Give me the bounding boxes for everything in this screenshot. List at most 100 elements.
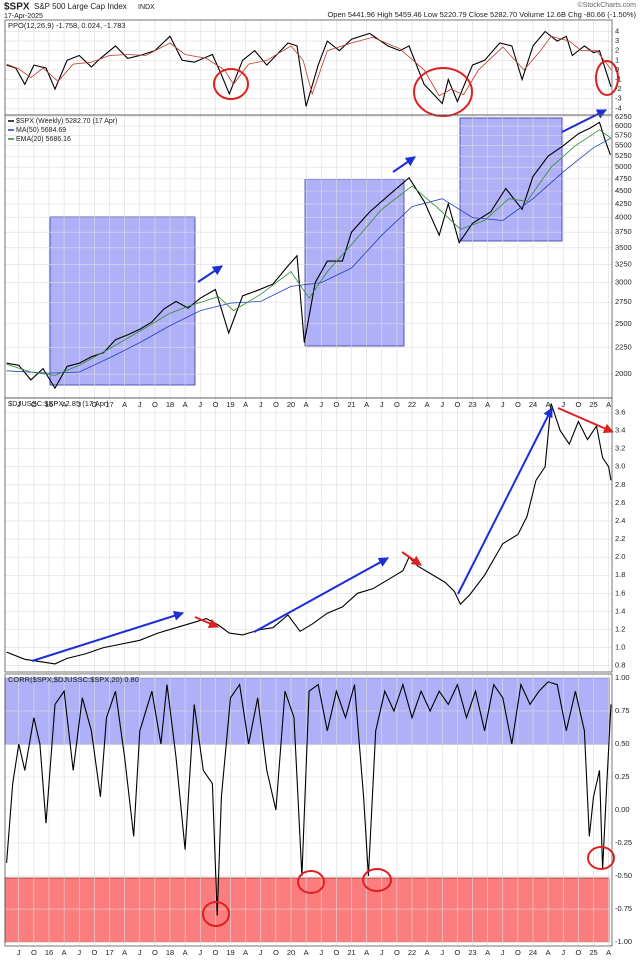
y-tick-label: -1.00 [615, 937, 632, 946]
highlight-box [459, 117, 563, 242]
y-tick-label: 0.25 [615, 772, 630, 781]
y-tick-label: 1.00 [615, 673, 630, 682]
trend-arrow [561, 109, 607, 133]
y-tick-label: 3.0 [615, 462, 625, 471]
y-tick-label: 2.4 [615, 516, 625, 525]
x-tick-label: J [440, 400, 444, 409]
x-tick-label: O [152, 400, 158, 409]
x-tick-label: J [77, 948, 81, 957]
highlight-circle [202, 901, 230, 927]
x-tick-label: A [485, 400, 490, 409]
y-tick-label: 5250 [615, 151, 632, 160]
x-tick-label: O [394, 948, 400, 957]
x-tick-label: 18 [166, 400, 174, 409]
y-tick-label: 1.6 [615, 588, 625, 597]
x-tick-label: O [273, 948, 279, 957]
panel-frame [4, 397, 613, 673]
x-tick-label: J [501, 400, 505, 409]
x-tick-label: A [425, 948, 430, 957]
x-tick-label: 23 [468, 948, 476, 957]
x-tick-label: 20 [287, 400, 295, 409]
x-tick-label: J [440, 948, 444, 957]
panel-frames [4, 19, 613, 947]
y-tick-label: 2.0 [615, 552, 625, 561]
x-tick-label: J [17, 948, 21, 957]
y-tick-label: 4000 [615, 213, 632, 222]
legend-label: $SPX (Weekly) 5282.70 (17 Apr) [16, 118, 117, 125]
x-tick-label: 17 [105, 400, 113, 409]
y-tick-label: 3.2 [615, 444, 625, 453]
series-line [6, 403, 612, 665]
y-tick-label: 3250 [615, 260, 632, 269]
x-tick-label: O [91, 400, 97, 409]
y-tick-label: 3000 [615, 278, 632, 287]
y-tick-label: 2000 [615, 369, 632, 378]
x-tick-label: A [546, 400, 551, 409]
y-tick-label: 5000 [615, 162, 632, 171]
x-tick-label: O [454, 400, 460, 409]
highlight-circle [587, 846, 615, 870]
x-tick-label: A [122, 948, 127, 957]
trend-arrow [392, 156, 416, 173]
y-tick-label: -0.50 [615, 871, 632, 880]
x-tick-label: J [380, 948, 384, 957]
y-tick-label: 1 [615, 55, 619, 64]
x-tick-label: J [259, 400, 263, 409]
y-tick-label: -2 [615, 84, 622, 93]
panel-title: PPO(12,26,9) -1.758, 0.024, -1.783 [8, 21, 126, 30]
legend-label: MA(50) 5684.69 [16, 127, 66, 134]
x-tick-label: 24 [529, 948, 537, 957]
x-tick-label: A [364, 400, 369, 409]
x-tick-label: 21 [347, 400, 355, 409]
x-tick-label: A [62, 948, 67, 957]
annotations [31, 60, 619, 927]
x-tick-label: O [575, 948, 581, 957]
x-tick-label: 19 [226, 400, 234, 409]
x-tick-label: 25 [589, 948, 597, 957]
y-tick-label: 2 [615, 46, 619, 55]
series-line [6, 129, 612, 376]
highlight-circle [413, 67, 473, 117]
y-tick-label: -1 [615, 74, 622, 83]
x-tick-label: 22 [408, 400, 416, 409]
x-tick-label: J [198, 400, 202, 409]
y-tick-label: 3 [615, 36, 619, 45]
y-tick-label: 4750 [615, 174, 632, 183]
x-tick-label: O [515, 400, 521, 409]
x-tick-label: J [198, 948, 202, 957]
symbol: $SPX [4, 2, 30, 13]
x-tick-label: J [138, 948, 142, 957]
x-tick-label: O [394, 400, 400, 409]
x-tick-label: 16 [45, 400, 53, 409]
grid [5, 20, 612, 946]
x-tick-label: 16 [45, 948, 53, 957]
y-tick-label: 2.6 [615, 498, 625, 507]
legend-label: EMA(20) 5686.16 [16, 136, 71, 143]
series-line [6, 681, 612, 916]
series-line [6, 35, 612, 97]
x-tick-label: A [122, 400, 127, 409]
y-tick-label: 0.75 [615, 706, 630, 715]
y-tick-label: 3.6 [615, 407, 625, 416]
low-correlation-zone [4, 877, 610, 943]
x-tick-label: J [319, 400, 323, 409]
x-tick-label: A [606, 400, 611, 409]
symbol-name: S&P 500 Large Cap Index [34, 2, 127, 11]
date: 17-Apr-2025 [4, 13, 43, 20]
x-tick-label: 19 [226, 948, 234, 957]
x-tick-label: O [575, 400, 581, 409]
y-tick-label: 1.2 [615, 624, 625, 633]
x-tick-label: O [91, 948, 97, 957]
x-tick-label: 20 [287, 948, 295, 957]
x-tick-label: J [561, 400, 565, 409]
y-tick-label: 2.2 [615, 534, 625, 543]
y-tick-label: 1.4 [615, 606, 625, 615]
x-tick-label: 18 [166, 948, 174, 957]
exchange: INDX [138, 4, 155, 11]
x-tick-label: 23 [468, 400, 476, 409]
y-tick-label: 3750 [615, 227, 632, 236]
y-tick-label: 5500 [615, 141, 632, 150]
y-tick-label: 0.00 [615, 805, 630, 814]
quote: Open 5441.96 High 5459.46 Low 5220.79 Cl… [327, 10, 636, 19]
y-tick-label: 4250 [615, 199, 632, 208]
